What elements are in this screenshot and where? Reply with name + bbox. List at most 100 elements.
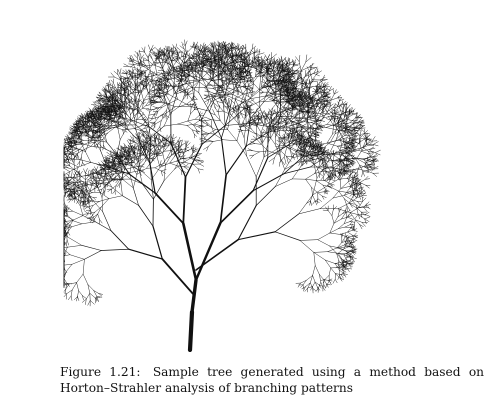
- tree-branch: [222, 48, 229, 54]
- tree-branch: [155, 100, 162, 103]
- tree-branch: [117, 100, 124, 110]
- tree-branch: [95, 106, 100, 109]
- tree-branch: [182, 64, 188, 68]
- tree-branch: [63, 161, 70, 163]
- tree-branch: [224, 43, 228, 49]
- tree-branch: [219, 48, 221, 56]
- tree-branch: [71, 142, 77, 147]
- tree-branch: [102, 147, 118, 156]
- tree-branch: [214, 71, 220, 74]
- tree-branch: [95, 118, 100, 121]
- tree-branch: [219, 189, 254, 224]
- tree-branch: [187, 71, 195, 77]
- tree-branch: [72, 140, 77, 143]
- tree-branch: [96, 97, 102, 99]
- tree-branch: [213, 41, 216, 49]
- tree-branch: [91, 120, 95, 125]
- tree-branch: [286, 146, 293, 154]
- tree-branch: [96, 119, 101, 123]
- tree-branch: [151, 58, 156, 66]
- tree-branch: [272, 157, 275, 165]
- tree-branch: [94, 117, 100, 121]
- tree-branch: [63, 144, 67, 148]
- tree-branch: [224, 44, 227, 50]
- tree-branch: [238, 49, 242, 56]
- tree-branch: [190, 109, 195, 115]
- tree-branch: [232, 94, 246, 101]
- tree-branch: [134, 72, 136, 78]
- tree-branch: [132, 68, 134, 74]
- tree-branch: [137, 73, 142, 79]
- tree-branch: [154, 54, 160, 58]
- tree-branch: [101, 114, 108, 117]
- tree-branch: [217, 55, 219, 62]
- tree-branch: [109, 93, 115, 98]
- tree-branch: [188, 57, 194, 60]
- tree-branch: [295, 116, 300, 123]
- tree-branch: [168, 74, 175, 80]
- tree-branch: [162, 70, 170, 75]
- tree-branch: [211, 54, 216, 62]
- tree-branch: [198, 126, 203, 130]
- tree-branch: [136, 115, 142, 120]
- tree-branch: [72, 138, 77, 143]
- tree-branch: [203, 69, 213, 79]
- tree-branch: [185, 91, 195, 103]
- tree-branch: [91, 199, 93, 203]
- tree-branch: [235, 63, 239, 70]
- tree-branch: [226, 47, 231, 55]
- tree-branch: [94, 122, 97, 127]
- tree-branch: [68, 140, 72, 144]
- tree-branch: [63, 151, 66, 155]
- tree-branch: [152, 80, 164, 95]
- tree-branch: [141, 79, 147, 83]
- tree-branch: [191, 101, 197, 105]
- tree-branch: [152, 108, 159, 110]
- tree-branch: [230, 44, 233, 49]
- tree-branch: [273, 75, 280, 77]
- tree-branch: [296, 66, 301, 72]
- tree-branch: [72, 128, 79, 132]
- tree-branch: [265, 84, 273, 97]
- tree-branch: [254, 62, 257, 69]
- tree-branch: [195, 66, 199, 74]
- tree-branch: [275, 95, 283, 98]
- tree-branch: [143, 79, 146, 87]
- tree-branch: [124, 79, 130, 82]
- tree-branch: [197, 59, 200, 64]
- tree-branch: [154, 96, 161, 101]
- tree-branch: [99, 131, 107, 143]
- tree-branch: [226, 43, 230, 49]
- tree-branch: [107, 82, 109, 88]
- tree-branch: [103, 99, 107, 104]
- tree-branch: [80, 142, 86, 152]
- tree-branch: [155, 47, 160, 53]
- tree-branch: [66, 188, 68, 194]
- tree-branch: [253, 73, 260, 83]
- tree-branch: [99, 102, 103, 109]
- tree-branch: [235, 50, 237, 57]
- tree-branch: [157, 73, 163, 76]
- tree-branch: [96, 112, 101, 114]
- tree-branch: [103, 127, 112, 130]
- tree-branch: [269, 99, 275, 102]
- tree-branch: [212, 42, 214, 48]
- tree-branch: [91, 111, 98, 115]
- tree-branch: [63, 147, 66, 151]
- tree-branch: [159, 51, 162, 57]
- tree-branch: [300, 123, 307, 128]
- tree-branch: [86, 132, 94, 141]
- tree-branch: [128, 66, 136, 68]
- tree-branch: [123, 90, 126, 97]
- tree-branch: [165, 103, 176, 107]
- tree-branch: [64, 155, 69, 158]
- tree-branch: [168, 63, 174, 69]
- tree-branch: [138, 55, 142, 64]
- tree-branch: [63, 158, 66, 161]
- tree-branch: [128, 100, 134, 103]
- tree-branch: [159, 47, 161, 53]
- tree-branch: [214, 88, 224, 104]
- tree-branch: [150, 54, 153, 60]
- tree-branch: [268, 73, 275, 75]
- tree-branch: [81, 173, 94, 177]
